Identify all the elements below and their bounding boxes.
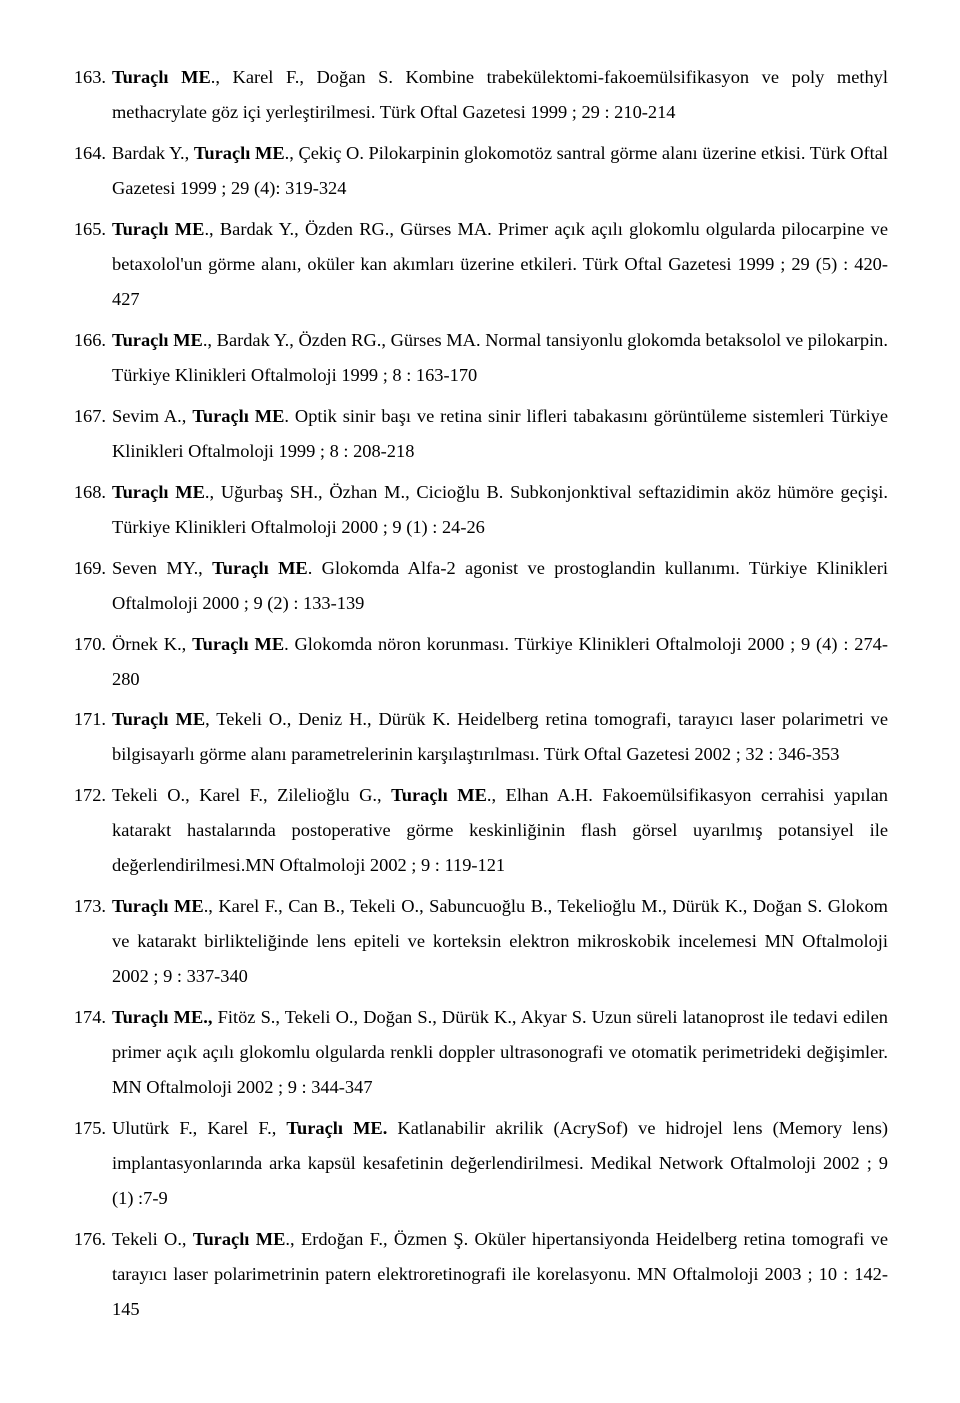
reference-text: Tekeli O., Karel F., Zilelioğlu G., bbox=[112, 785, 391, 805]
reference-item: 170.Örnek K., Turaçlı ME. Glokomda nöron… bbox=[72, 627, 888, 697]
reference-text: Bardak Y., bbox=[112, 143, 194, 163]
reference-author-bold: Turaçlı ME. bbox=[286, 1118, 387, 1138]
reference-number: 173. bbox=[72, 889, 106, 924]
reference-list: 163.Turaçlı ME., Karel F., Doğan S. Komb… bbox=[72, 60, 888, 1327]
reference-author-bold: Turaçlı ME bbox=[212, 558, 308, 578]
reference-text: Seven MY., bbox=[112, 558, 212, 578]
reference-item: 176.Tekeli O., Turaçlı ME., Erdoğan F., … bbox=[72, 1222, 888, 1327]
reference-number: 163. bbox=[72, 60, 106, 95]
reference-number: 167. bbox=[72, 399, 106, 434]
reference-item: 169.Seven MY., Turaçlı ME. Glokomda Alfa… bbox=[72, 551, 888, 621]
reference-author-bold: Turaçlı ME bbox=[112, 482, 205, 502]
reference-number: 169. bbox=[72, 551, 106, 586]
reference-text: Örnek K., bbox=[112, 634, 192, 654]
reference-item: 172.Tekeli O., Karel F., Zilelioğlu G., … bbox=[72, 778, 888, 883]
reference-number: 172. bbox=[72, 778, 106, 813]
reference-text: , Tekeli O., Deniz H., Dürük K. Heidelbe… bbox=[112, 709, 888, 764]
reference-author-bold: Turaçlı ME bbox=[193, 1229, 286, 1249]
reference-author-bold: Turaçlı ME bbox=[112, 709, 205, 729]
reference-item: 167.Sevim A., Turaçlı ME. Optik sinir ba… bbox=[72, 399, 888, 469]
reference-author-bold: Turaçlı ME bbox=[192, 634, 284, 654]
reference-text: ., Karel F., Doğan S. Kombine trabekülek… bbox=[112, 67, 888, 122]
reference-item: 171. Turaçlı ME, Tekeli O., Deniz H., Dür… bbox=[72, 702, 888, 772]
reference-text: Tekeli O., bbox=[112, 1229, 193, 1249]
reference-author-bold: Turaçlı ME bbox=[194, 143, 285, 163]
reference-item: 166. Turaçlı ME., Bardak Y., Özden RG., G… bbox=[72, 323, 888, 393]
reference-text: Sevim A., bbox=[112, 406, 192, 426]
reference-text: ., Bardak Y., Özden RG., Gürses MA. Prim… bbox=[112, 219, 888, 309]
reference-item: 168. Turaçlı ME., Uğurbaş SH., Özhan M., … bbox=[72, 475, 888, 545]
reference-author-bold: Turaçlı ME bbox=[112, 896, 204, 916]
reference-author-bold: Turaçlı ME bbox=[112, 67, 211, 87]
reference-item: 174. Turaçlı ME., Fitöz S., Tekeli O., Do… bbox=[72, 1000, 888, 1105]
reference-number: 171. bbox=[72, 702, 106, 737]
reference-author-bold: Turaçlı ME bbox=[112, 219, 204, 239]
reference-number: 174. bbox=[72, 1000, 106, 1035]
reference-item: 165. Turaçlı ME., Bardak Y., Özden RG., G… bbox=[72, 212, 888, 317]
reference-number: 165. bbox=[72, 212, 106, 247]
reference-item: 163. Turaçlı ME., Karel F., Doğan S. Komb… bbox=[72, 60, 888, 130]
reference-author-bold: Turaçlı ME bbox=[112, 330, 203, 350]
reference-author-bold: Turaçlı ME bbox=[192, 406, 284, 426]
reference-number: 170. bbox=[72, 627, 106, 662]
reference-text: ., Karel F., Can B., Tekeli O., Sabuncuo… bbox=[112, 896, 888, 986]
reference-number: 175. bbox=[72, 1111, 106, 1146]
reference-item: 173. Turaçlı ME., Karel F., Can B., Tekel… bbox=[72, 889, 888, 994]
reference-author-bold: Turaçlı ME bbox=[391, 785, 487, 805]
reference-text: ., Uğurbaş SH., Özhan M., Cicioğlu B. Su… bbox=[112, 482, 888, 537]
reference-number: 176. bbox=[72, 1222, 106, 1257]
reference-author-bold: Turaçlı ME., bbox=[112, 1007, 213, 1027]
reference-item: 164.Bardak Y., Turaçlı ME., Çekiç O. Pil… bbox=[72, 136, 888, 206]
reference-number: 168. bbox=[72, 475, 106, 510]
reference-text: ., Bardak Y., Özden RG., Gürses MA. Norm… bbox=[112, 330, 888, 385]
reference-item: 175.Ulutürk F., Karel F., Turaçlı ME. Ka… bbox=[72, 1111, 888, 1216]
reference-text: Fitöz S., Tekeli O., Doğan S., Dürük K.,… bbox=[112, 1007, 888, 1097]
reference-number: 166. bbox=[72, 323, 106, 358]
reference-number: 164. bbox=[72, 136, 106, 171]
reference-text: Ulutürk F., Karel F., bbox=[112, 1118, 286, 1138]
